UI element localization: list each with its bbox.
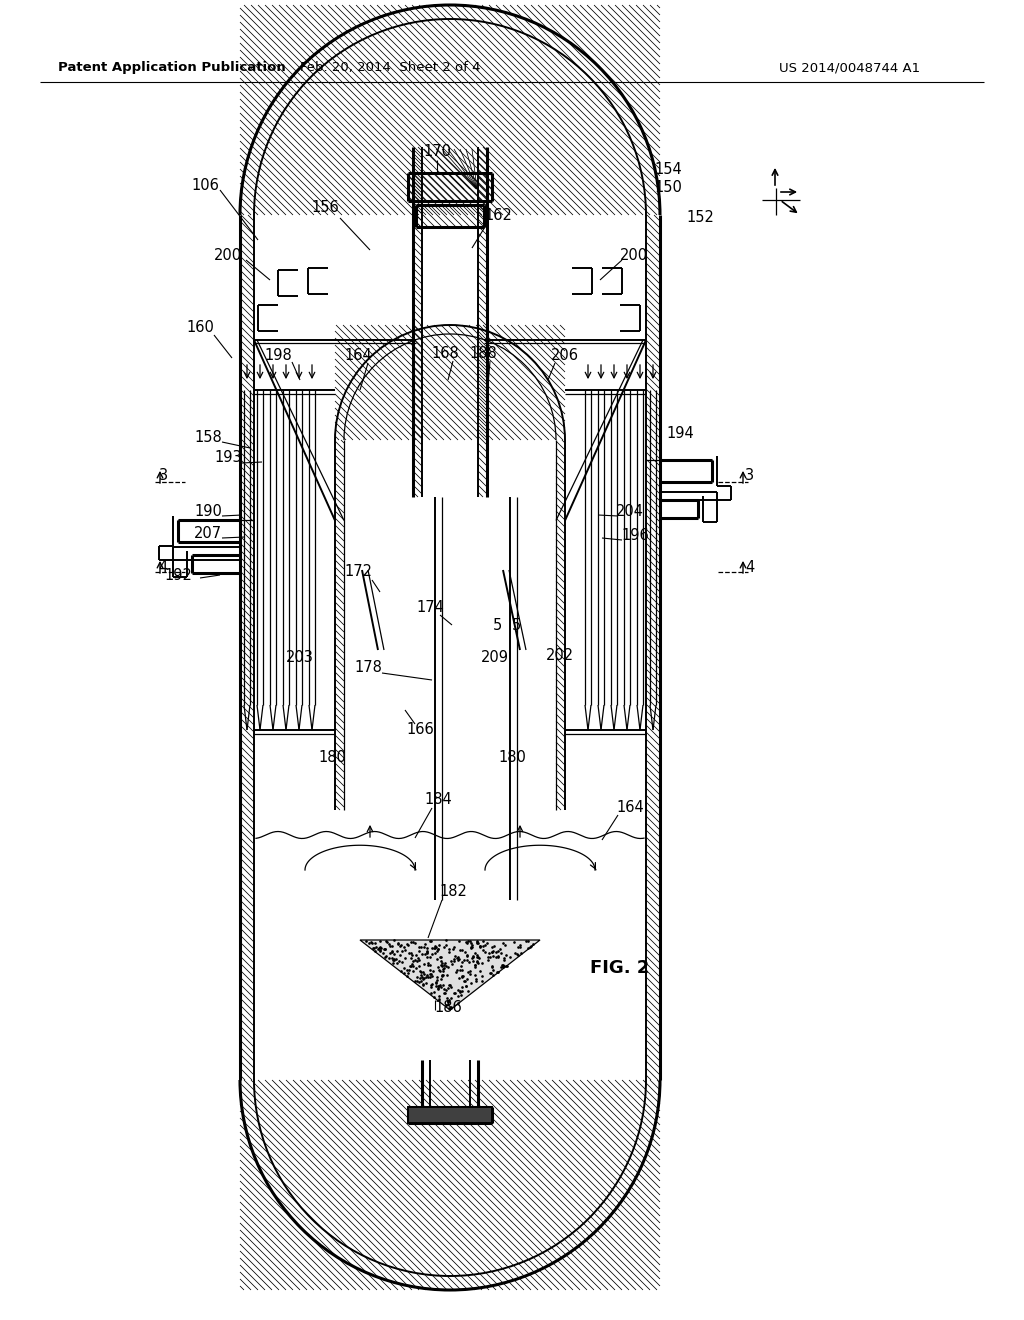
Text: 106: 106	[191, 177, 219, 193]
Bar	[408, 1107, 492, 1123]
Text: 170: 170	[423, 144, 451, 160]
Text: 156: 156	[311, 201, 339, 215]
Text: Patent Application Publication: Patent Application Publication	[58, 62, 286, 74]
Text: 206: 206	[551, 347, 579, 363]
Text: 168: 168	[431, 346, 459, 360]
Text: 186: 186	[434, 1001, 462, 1015]
Text: 198: 198	[264, 347, 292, 363]
Text: 194: 194	[667, 426, 694, 441]
Text: 193: 193	[214, 450, 242, 466]
Text: 207: 207	[194, 527, 222, 541]
Text: 209: 209	[481, 651, 509, 665]
Text: Feb. 20, 2014  Sheet 2 of 4: Feb. 20, 2014 Sheet 2 of 4	[300, 62, 480, 74]
Text: 150: 150	[654, 181, 682, 195]
Text: 5: 5	[493, 619, 502, 634]
Text: 196: 196	[622, 528, 649, 543]
Text: 3: 3	[159, 469, 168, 483]
Text: 192: 192	[164, 569, 191, 583]
Text: 188: 188	[469, 346, 497, 360]
Text: 200: 200	[620, 248, 648, 263]
Text: 190: 190	[195, 504, 222, 520]
Text: 180: 180	[498, 751, 526, 766]
Text: 184: 184	[424, 792, 452, 808]
Text: 204: 204	[616, 504, 644, 520]
Text: 152: 152	[686, 210, 714, 226]
Text: 4: 4	[159, 561, 168, 576]
Text: 182: 182	[439, 884, 467, 899]
Text: 180: 180	[318, 751, 346, 766]
Text: 164: 164	[344, 347, 372, 363]
Text: 172: 172	[344, 565, 372, 579]
Text: 160: 160	[186, 321, 214, 335]
Text: 154: 154	[654, 162, 682, 177]
Text: 4: 4	[745, 561, 755, 576]
Text: 3: 3	[745, 469, 755, 483]
Text: FIG. 2: FIG. 2	[590, 960, 649, 977]
Polygon shape	[360, 940, 540, 1010]
Text: 202: 202	[546, 648, 574, 664]
Text: 158: 158	[195, 430, 222, 446]
Text: 178: 178	[354, 660, 382, 676]
Text: 5: 5	[511, 619, 520, 634]
Text: 203: 203	[286, 651, 314, 665]
Text: 162: 162	[484, 207, 512, 223]
Text: 174: 174	[416, 601, 444, 615]
Text: US 2014/0048744 A1: US 2014/0048744 A1	[779, 62, 921, 74]
Text: 166: 166	[407, 722, 434, 738]
Text: 164: 164	[616, 800, 644, 816]
Text: 200: 200	[214, 248, 242, 263]
